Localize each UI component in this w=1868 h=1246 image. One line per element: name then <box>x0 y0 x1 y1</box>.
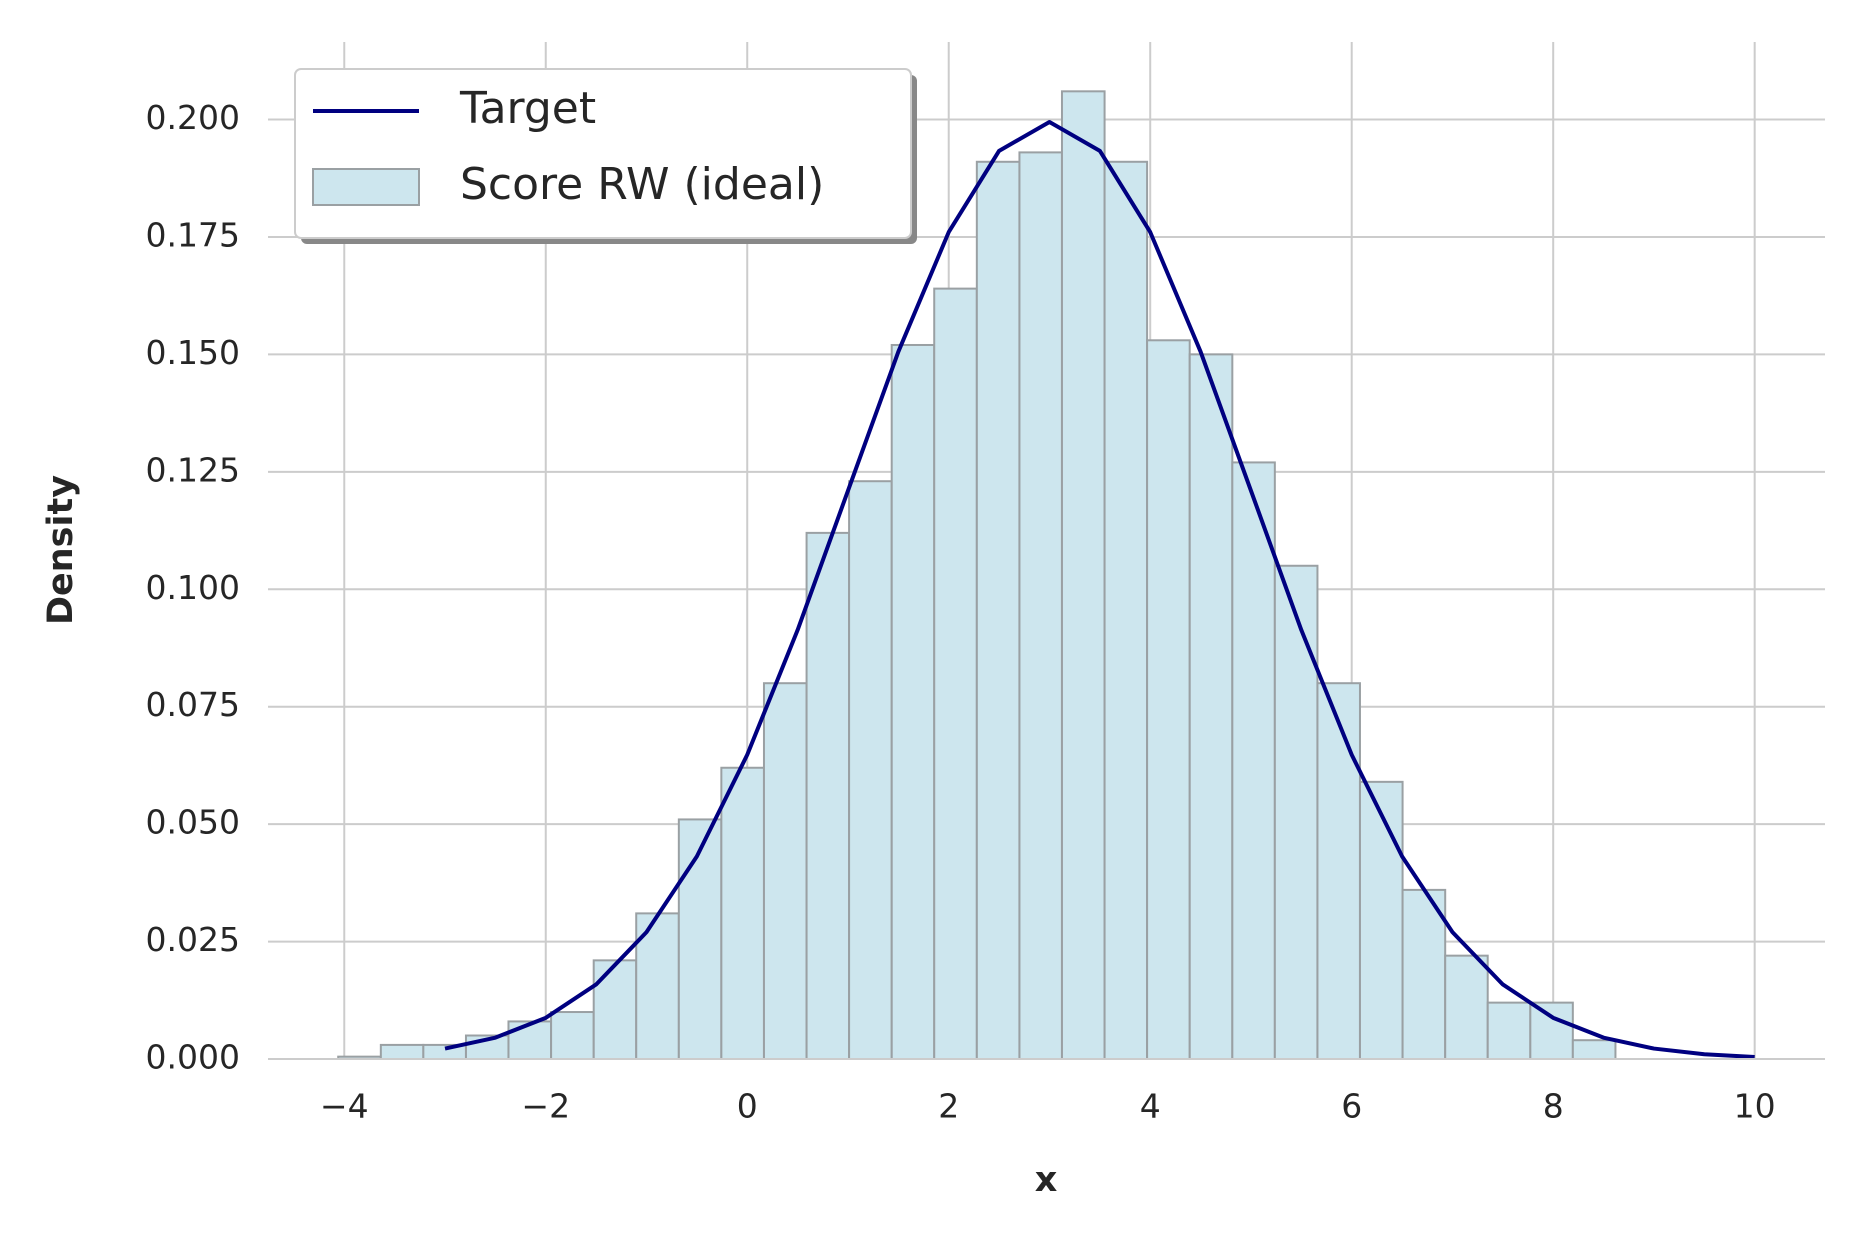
histogram-bar <box>1231 461 1276 1061</box>
x-tick-label: 4 <box>1140 1087 1161 1126</box>
histogram-bar <box>507 1020 553 1061</box>
y-tick-label: 0.100 <box>146 568 240 607</box>
histogram-bar <box>848 480 893 1060</box>
y-tick-label: 0.025 <box>146 920 240 959</box>
histogram-bar <box>550 1011 595 1060</box>
x-tick-label: −2 <box>521 1087 570 1126</box>
legend: Target Score RW (ideal) <box>294 68 917 244</box>
histogram-bar <box>677 818 723 1060</box>
x-tick-label: 0 <box>737 1087 758 1126</box>
histogram-bar <box>975 160 1021 1060</box>
histogram-bar <box>1146 339 1191 1060</box>
x-axis-label: x <box>1035 1160 1058 1200</box>
histogram-bar <box>1401 888 1447 1061</box>
x-tick-label: 8 <box>1543 1087 1564 1126</box>
histogram-bar <box>1571 1039 1617 1061</box>
histogram-bar <box>1273 564 1319 1060</box>
y-tick-label: 0.125 <box>146 450 240 489</box>
histogram-bar <box>890 343 936 1060</box>
legend-swatch <box>312 168 420 206</box>
x-tick-label: 2 <box>938 1087 959 1126</box>
histogram-bar <box>720 766 765 1060</box>
legend-label: Target <box>459 83 596 134</box>
histogram-bar <box>1444 954 1489 1060</box>
histogram-bar <box>379 1043 425 1060</box>
plot-area <box>337 90 1755 1061</box>
legend-label: Score RW (ideal) <box>460 159 824 210</box>
histogram-bar <box>1103 160 1149 1060</box>
y-tick-label: 0.175 <box>146 215 240 254</box>
histogram-bar <box>1188 353 1234 1061</box>
y-tick-label: 0.075 <box>146 685 240 724</box>
histogram-bar <box>1316 682 1361 1060</box>
histogram-bar <box>1486 1001 1532 1061</box>
x-tick-label: −4 <box>320 1087 369 1126</box>
histogram-bar <box>592 959 638 1060</box>
legend-box <box>294 68 912 239</box>
x-tick-label: 6 <box>1341 1087 1362 1126</box>
y-axis-label: Density <box>41 475 81 625</box>
y-tick-label: 0.000 <box>146 1038 240 1077</box>
y-tick-label: 0.200 <box>146 98 240 137</box>
histogram-bar <box>1358 780 1404 1061</box>
histogram-bar <box>1529 1001 1574 1061</box>
x-tick-label: 10 <box>1734 1087 1776 1126</box>
histogram-bar <box>762 682 808 1060</box>
histogram-bar <box>1018 151 1063 1060</box>
histogram-bar <box>933 287 978 1060</box>
histogram-bar <box>805 531 851 1060</box>
y-tick-label: 0.150 <box>146 333 240 372</box>
line <box>444 119 1755 1059</box>
y-tick-label: 0.050 <box>146 803 240 842</box>
histogram-bar <box>1060 90 1106 1061</box>
